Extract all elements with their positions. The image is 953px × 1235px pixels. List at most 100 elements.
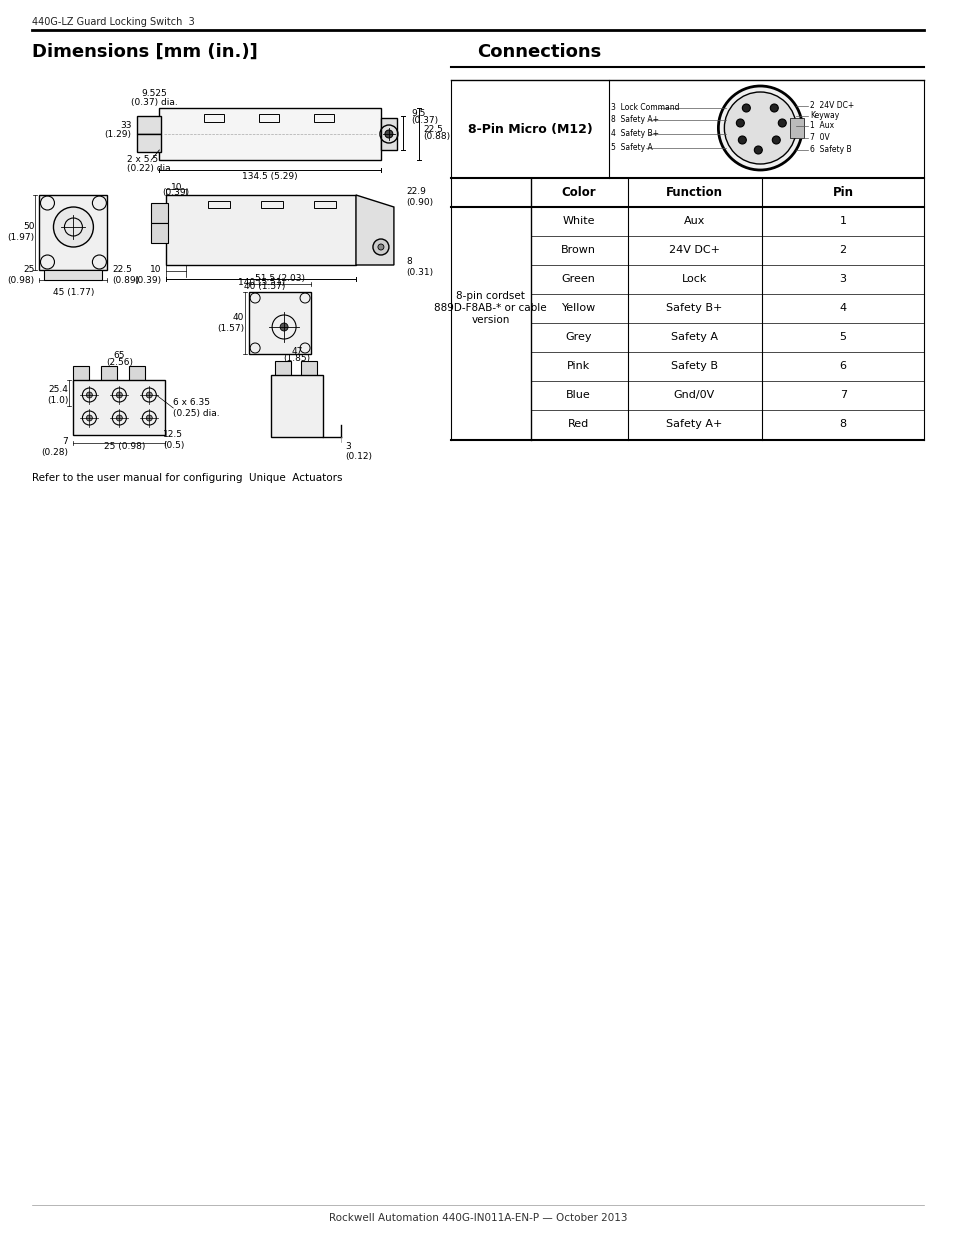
Text: 140 (5.51): 140 (5.51) [237,279,284,288]
Text: 22.9
(0.90): 22.9 (0.90) [405,188,433,206]
Bar [101,366,117,382]
Circle shape [754,146,761,154]
Text: 51.5 (2.03): 51.5 (2.03) [254,273,305,283]
Polygon shape [355,195,394,266]
Text: 40
(1.57): 40 (1.57) [216,314,244,332]
Text: 8: 8 [839,419,846,429]
Circle shape [769,104,778,112]
Text: (1.85): (1.85) [283,353,311,363]
Text: Grey: Grey [565,332,591,342]
Text: Color: Color [560,185,596,199]
Text: 8  Safety A+: 8 Safety A+ [610,116,658,125]
Circle shape [778,119,785,127]
Text: Brown: Brown [560,245,596,254]
Text: 40 (1.57): 40 (1.57) [244,283,286,291]
Circle shape [736,119,743,127]
Text: (0.39): (0.39) [163,189,190,198]
Text: 65: 65 [113,352,125,361]
Text: Safety A+: Safety A+ [665,419,721,429]
Text: (0.37) dia.: (0.37) dia. [131,98,177,106]
Circle shape [146,391,152,398]
Text: 5: 5 [839,332,846,342]
Circle shape [53,207,93,247]
Text: 2 x 5.5: 2 x 5.5 [127,156,158,164]
Text: 1: 1 [839,216,846,226]
Bar [261,201,283,207]
Bar [45,270,102,280]
Text: 2  24V DC+: 2 24V DC+ [809,101,854,110]
Circle shape [723,91,796,164]
Bar [130,366,145,382]
Text: Aux: Aux [683,216,704,226]
Text: Pink: Pink [566,361,590,370]
Text: 6  Safety B: 6 Safety B [809,146,851,154]
Text: 25 (0.98): 25 (0.98) [104,442,145,452]
Text: Dimensions [mm (in.)]: Dimensions [mm (in.)] [31,43,257,61]
Text: 12.5
(0.5): 12.5 (0.5) [163,430,185,450]
Text: (0.88): (0.88) [422,132,450,142]
Text: 2: 2 [839,245,846,254]
Bar [274,361,291,377]
Circle shape [87,415,92,421]
Text: 3
(0.12): 3 (0.12) [345,442,372,462]
Text: 47: 47 [291,347,302,356]
Text: 8-pin cordset
889D-F8AB-* or cable
version: 8-pin cordset 889D-F8AB-* or cable versi… [434,291,546,325]
Text: 7
(0.28): 7 (0.28) [41,437,69,457]
Circle shape [87,391,92,398]
Text: Safety A: Safety A [670,332,718,342]
Bar [137,135,161,152]
Text: Blue: Blue [566,390,590,400]
Text: Pin: Pin [832,185,853,199]
Text: 25.4
(1.0): 25.4 (1.0) [47,385,69,405]
Circle shape [116,415,122,421]
Text: 22.5
(0.89): 22.5 (0.89) [112,266,139,285]
Text: 33: 33 [120,121,132,131]
Bar [314,114,334,122]
Text: Safety B+: Safety B+ [665,303,721,312]
Bar [314,201,335,207]
Text: 22.5: 22.5 [422,125,442,133]
Text: 7  0V: 7 0V [809,133,829,142]
Circle shape [738,136,745,144]
Text: 9.5: 9.5 [411,109,425,117]
Bar [204,114,224,122]
Bar [249,291,311,354]
Text: Red: Red [567,419,589,429]
Text: 8
(0.31): 8 (0.31) [405,257,433,277]
Text: 134.5 (5.29): 134.5 (5.29) [242,172,297,180]
Text: Yellow: Yellow [561,303,595,312]
Bar [137,116,161,135]
Text: 3  Lock Command: 3 Lock Command [610,104,679,112]
Bar [208,201,230,207]
Bar [73,366,90,382]
Bar [271,375,323,437]
Circle shape [280,324,288,331]
Circle shape [146,415,152,421]
Bar [789,119,803,138]
Text: Gnd/0V: Gnd/0V [673,390,715,400]
Text: 8-Pin Micro (M12): 8-Pin Micro (M12) [468,124,593,137]
Circle shape [373,240,389,254]
Text: Refer to the user manual for configuring  Unique  Actuators: Refer to the user manual for configuring… [31,473,341,483]
Text: Function: Function [665,185,722,199]
Bar [73,380,165,435]
Circle shape [741,104,750,112]
Text: 7: 7 [839,390,846,400]
Text: 4  Safety B+: 4 Safety B+ [610,130,658,138]
Text: 6: 6 [839,361,846,370]
Text: 10
(0.39): 10 (0.39) [134,266,161,285]
Text: 4: 4 [839,303,846,312]
Circle shape [718,86,801,170]
Bar [159,107,380,161]
Bar [259,114,279,122]
Text: 10: 10 [171,183,182,191]
Text: 25
(0.98): 25 (0.98) [8,266,34,285]
Text: Safety B: Safety B [670,361,718,370]
Text: White: White [561,216,595,226]
Text: 50
(1.97): 50 (1.97) [8,222,34,242]
Text: 9.525: 9.525 [141,89,167,99]
Text: 1  Aux: 1 Aux [809,121,834,131]
Text: 3: 3 [839,274,846,284]
Circle shape [772,136,780,144]
Circle shape [116,391,122,398]
